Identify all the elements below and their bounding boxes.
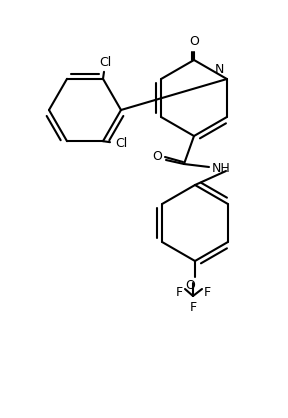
Text: O: O bbox=[185, 279, 195, 292]
Text: N: N bbox=[215, 63, 224, 76]
Text: F: F bbox=[190, 301, 197, 314]
Text: F: F bbox=[203, 286, 211, 300]
Text: F: F bbox=[175, 286, 183, 300]
Text: O: O bbox=[189, 35, 199, 48]
Text: Cl: Cl bbox=[115, 137, 127, 150]
Text: NH: NH bbox=[212, 163, 231, 176]
Text: Cl: Cl bbox=[99, 56, 111, 69]
Text: O: O bbox=[152, 150, 162, 163]
